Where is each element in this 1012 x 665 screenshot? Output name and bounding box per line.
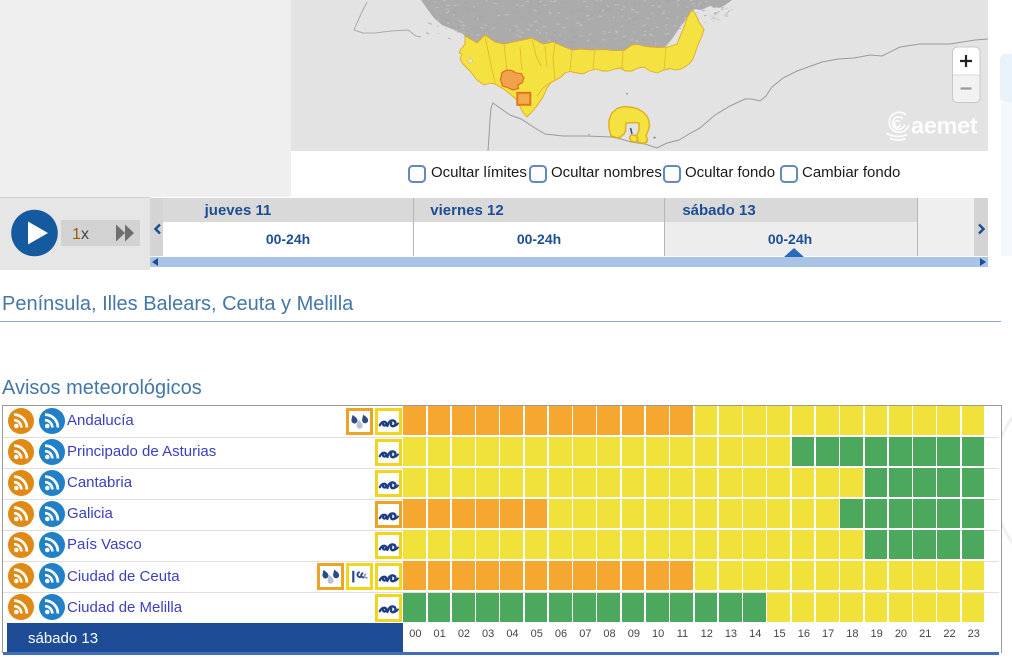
svg-text:aemet: aemet — [911, 113, 978, 139]
svg-text:x: x — [81, 226, 89, 243]
svg-text:1: 1 — [72, 226, 81, 243]
